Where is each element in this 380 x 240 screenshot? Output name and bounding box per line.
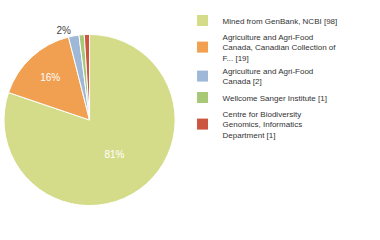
svg-text:Mined from GenBank, NCBI [98]: Mined from GenBank, NCBI [98] bbox=[223, 17, 338, 26]
svg-text:Wellcome Sanger Institute [1]: Wellcome Sanger Institute [1] bbox=[223, 94, 327, 103]
svg-text:Agriculture and Agri-FoodCanad: Agriculture and Agri-FoodCanada, Canadia… bbox=[223, 33, 337, 63]
svg-text:Centre for BiodiversityGenomic: Centre for BiodiversityGenomics, Informa… bbox=[223, 110, 303, 140]
svg-text:Agriculture and Agri-FoodCanad: Agriculture and Agri-FoodCanada [2] bbox=[223, 67, 314, 86]
svg-text:16%: 16% bbox=[40, 72, 60, 83]
svg-text:2%: 2% bbox=[56, 25, 71, 36]
svg-text:81%: 81% bbox=[104, 149, 124, 160]
